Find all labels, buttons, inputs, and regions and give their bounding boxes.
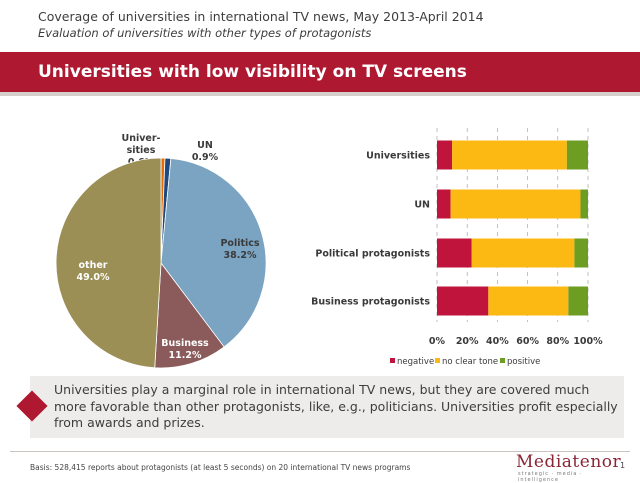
logo-brand: Mediatenor [516, 452, 622, 472]
pie-label-business: Business 11.2% [161, 338, 209, 361]
key-finding-callout: Universities play a marginal role in int… [16, 376, 624, 438]
bar-negative-political-protagonists [437, 238, 472, 268]
callout-text: Universities play a marginal role in int… [54, 382, 618, 430]
bar-negative-business-protagonists [437, 286, 489, 316]
legend-label-positive: positive [507, 357, 540, 367]
pie-slice-business [154, 261, 225, 369]
pie-label-un: UN 0.9% [192, 140, 219, 163]
bar-negative-un [437, 189, 451, 219]
logo-tagline: strategic · media · intelligence [518, 471, 583, 483]
category-label-business-protagonists: Business protagonists [311, 297, 430, 308]
pie-slice-other [55, 157, 162, 369]
category-label-universities: Universities [366, 151, 430, 162]
legend-label-no-clear-tone: no clear tone [442, 357, 498, 367]
pie-slice-politics [160, 158, 267, 348]
bar-positive-un [580, 189, 588, 219]
pie-label-other: other 49.0% [77, 260, 110, 283]
legend-swatch-no-clear-tone [435, 358, 440, 363]
legend-swatch-positive [500, 358, 505, 363]
x-tick-label: 0% [429, 336, 446, 347]
pie-label-line: UN [197, 140, 213, 151]
category-label-un: UN [414, 200, 430, 211]
pie-label-line: 49.0% [77, 272, 110, 283]
category-label-political-protagonists: Political protagonists [315, 249, 430, 260]
bar-no-clear-tone-un [450, 189, 581, 219]
bar-positive-business-protagonists [568, 286, 588, 316]
pie-label-line: 0.9% [192, 152, 219, 163]
pie-label-line: other [79, 260, 108, 271]
pie-label-politics: Politics 38.2% [220, 238, 259, 261]
legend-swatch-negative [390, 358, 395, 363]
legend-label-negative: negative [397, 357, 434, 367]
stacked-bar-chart: 0% 20% 40% 60% 80% 100% Universities UN Politica… [311, 128, 603, 367]
x-tick-label: 20% [456, 336, 479, 347]
x-tick-label: 40% [486, 336, 509, 347]
bar-positive-universities [566, 140, 588, 170]
banner-title: Universities with low visibility on TV s… [38, 62, 467, 82]
pie-label-line: Politics [220, 238, 259, 249]
header-subtitle: Evaluation of universities with other ty… [38, 26, 372, 40]
pie-label-line: 38.2% [224, 250, 257, 261]
pie-label-line: Univer- [122, 133, 161, 144]
bar-negative-universities [437, 140, 453, 170]
pie-label-line: sities [127, 145, 156, 156]
header-title: Coverage of universities in internationa… [38, 9, 484, 24]
bar-no-clear-tone-universities [452, 140, 567, 170]
bar-positive-political-protagonists [574, 238, 588, 268]
mediatenor-logo: Mediatenor strategic · media · intellige… [510, 452, 621, 483]
x-tick-label: 80% [546, 336, 569, 347]
basis-note: Basis: 528,415 reports about protagonist… [30, 463, 411, 472]
footer-divider [10, 451, 630, 452]
bar-no-clear-tone-political-protagonists [471, 238, 575, 268]
pie-label-line: 11.2% [169, 350, 202, 361]
x-tick-label: 100% [573, 336, 603, 347]
title-banner: Universities with low visibility on TV s… [0, 52, 640, 96]
charts-canvas: Univer-sities0,6%UN0.9%Politics38.2%Busi… [55, 128, 603, 369]
page-number: 1 [620, 461, 626, 470]
x-tick-label: 60% [516, 336, 539, 347]
bar-no-clear-tone-business-protagonists [488, 286, 569, 316]
pie-label-line: Business [161, 338, 209, 349]
callout-arrow-icon [16, 390, 48, 422]
pie-chart: Univer-sities0,6%UN0.9%Politics38.2%Busi… [55, 133, 267, 369]
